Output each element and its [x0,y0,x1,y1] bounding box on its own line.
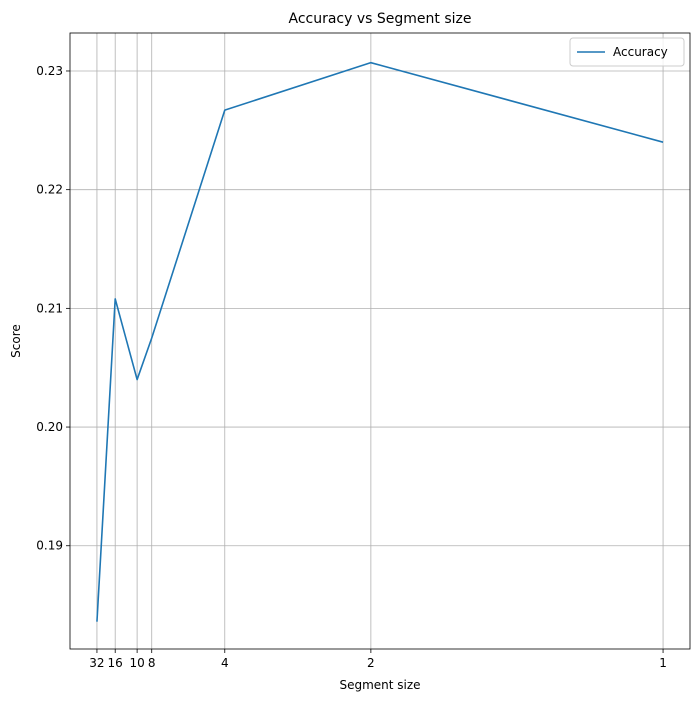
y-tick-label: 0.21 [36,301,63,315]
x-tick-label: 8 [148,656,156,670]
y-tick-label: 0.22 [36,183,63,197]
x-tick-label: 2 [367,656,375,670]
x-tick-label: 32 [89,656,104,670]
x-tick-label: 1 [659,656,667,670]
y-tick-label: 0.19 [36,539,63,553]
x-axis-ticks: 32 16 10 8 4 2 1 [89,649,667,670]
y-axis-ticks: 0.19 0.20 0.21 0.22 0.23 [36,64,70,553]
x-tick-label: 4 [221,656,229,670]
plot-frame [69,32,691,650]
x-tick-label: 16 [108,656,123,670]
legend-box [569,37,685,67]
chart-title: Accuracy vs Segment size [289,11,472,27]
y-axis-label: Score [9,324,23,358]
x-tick-label: 10 [129,656,144,670]
grid-lines [70,33,690,649]
series-line-accuracy [96,61,664,622]
series-layer [96,61,664,622]
x-axis-label: Segment size [339,678,420,692]
y-tick-label: 0.23 [36,64,63,78]
legend-label-accuracy: Accuracy [613,45,668,59]
legend: Accuracy [569,37,685,67]
y-tick-label: 0.20 [36,420,63,434]
